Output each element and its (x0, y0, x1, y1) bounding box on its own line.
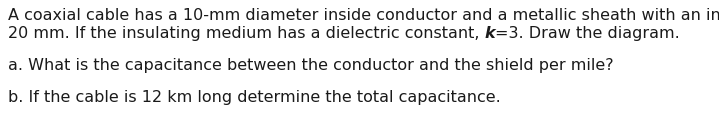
Text: A coaxial cable has a 10-mm diameter inside conductor and a metallic sheath with: A coaxial cable has a 10-mm diameter ins… (8, 8, 719, 23)
Text: =3. Draw the diagram.: =3. Draw the diagram. (495, 26, 680, 41)
Text: a. What is the capacitance between the conductor and the shield per mile?: a. What is the capacitance between the c… (8, 58, 613, 73)
Text: 20 mm. If the insulating medium has a dielectric constant,: 20 mm. If the insulating medium has a di… (8, 26, 485, 41)
Text: b. If the cable is 12 km long determine the total capacitance.: b. If the cable is 12 km long determine … (8, 90, 500, 105)
Text: k: k (485, 26, 495, 41)
